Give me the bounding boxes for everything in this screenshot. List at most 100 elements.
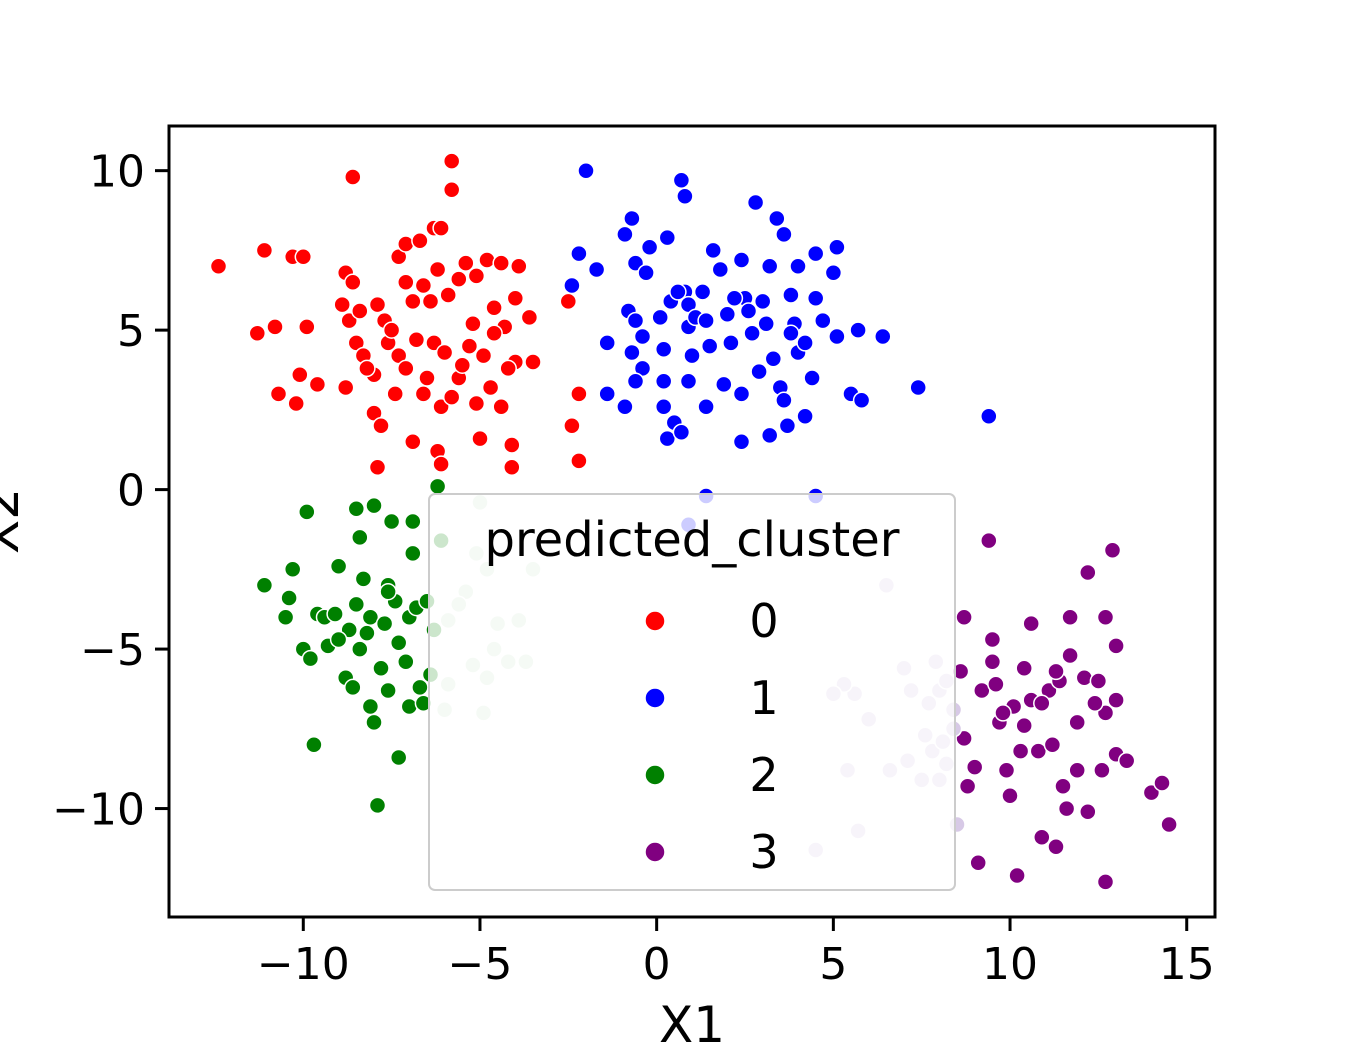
- data-point: [329, 630, 348, 649]
- data-point: [365, 496, 383, 515]
- data-point: [524, 353, 542, 371]
- x-tick-label: 15: [1159, 939, 1215, 990]
- data-point: [743, 324, 761, 343]
- legend-label: 1: [749, 671, 778, 725]
- data-point: [442, 181, 461, 199]
- data-point: [485, 324, 503, 343]
- y-axis-label: X2: [0, 488, 30, 554]
- data-point: [626, 311, 645, 330]
- data-point: [291, 366, 309, 384]
- data-point: [382, 512, 401, 531]
- data-point: [1075, 669, 1094, 687]
- data-point: [587, 260, 606, 279]
- data-point: [775, 225, 793, 244]
- data-point: [715, 375, 733, 394]
- y-tick-label: 10: [89, 147, 145, 198]
- data-point: [411, 678, 429, 697]
- data-point: [704, 241, 722, 260]
- data-point: [1096, 873, 1115, 891]
- data-point: [351, 302, 369, 320]
- data-point: [654, 397, 673, 416]
- data-point: [1107, 691, 1125, 709]
- data-point: [464, 315, 482, 333]
- data-point: [344, 168, 362, 186]
- data-point: [778, 417, 797, 435]
- data-point: [796, 407, 814, 425]
- y-axis-ticks: −10 −5 0 5 10: [52, 147, 169, 836]
- data-point: [1103, 541, 1122, 559]
- data-point: [382, 321, 401, 339]
- data-point: [570, 244, 588, 263]
- data-point: [397, 235, 415, 253]
- legend-box: [428, 493, 956, 891]
- y-tick-label: 0: [117, 466, 145, 517]
- data-point: [365, 713, 383, 732]
- data-point: [397, 273, 415, 292]
- data-point: [368, 295, 387, 314]
- data-point: [651, 308, 669, 327]
- data-point: [404, 544, 422, 563]
- data-point: [354, 570, 373, 588]
- data-point: [1043, 736, 1062, 754]
- data-point: [432, 455, 450, 473]
- data-point: [757, 315, 775, 333]
- data-point: [467, 394, 486, 413]
- data-point: [760, 257, 779, 276]
- data-point: [1015, 716, 1033, 735]
- data-point: [980, 531, 998, 550]
- data-point: [725, 289, 744, 307]
- data-point: [718, 305, 737, 323]
- data-point: [379, 582, 397, 601]
- data-point: [421, 292, 440, 311]
- data-point: [753, 292, 772, 311]
- data-point: [1096, 608, 1115, 626]
- data-point: [806, 244, 825, 263]
- data-point: [828, 238, 846, 256]
- data-point: [361, 697, 380, 716]
- data-point: [980, 407, 998, 425]
- data-point: [404, 292, 422, 311]
- data-point: [372, 659, 390, 677]
- data-point: [658, 228, 677, 247]
- data-point: [623, 209, 641, 228]
- data-point: [559, 292, 578, 311]
- points-layer: [209, 152, 1178, 891]
- data-point: [344, 273, 362, 292]
- data-point: [375, 614, 394, 633]
- data-point: [283, 560, 302, 579]
- x-axis-label: X1: [659, 996, 725, 1050]
- data-point: [672, 423, 691, 441]
- data-point: [824, 263, 843, 282]
- data-point: [407, 330, 426, 349]
- x-tick-label: 10: [982, 939, 1038, 990]
- data-point: [1153, 774, 1171, 792]
- data-point: [672, 171, 691, 189]
- data-point: [1068, 761, 1086, 780]
- data-point: [1061, 608, 1079, 626]
- data-point: [732, 433, 751, 451]
- data-point: [828, 327, 846, 346]
- legend-marker: [644, 764, 666, 786]
- data-point: [411, 232, 429, 250]
- data-point: [414, 385, 433, 403]
- data-point: [329, 557, 348, 575]
- data-point: [1079, 802, 1097, 821]
- data-point: [796, 334, 814, 352]
- data-point: [467, 267, 486, 285]
- data-point: [654, 372, 673, 390]
- data-point: [1015, 659, 1033, 677]
- data-point: [471, 429, 489, 448]
- data-point: [764, 350, 783, 368]
- data-point: [983, 653, 1002, 671]
- data-point: [418, 369, 436, 387]
- data-point: [697, 397, 715, 416]
- data-point: [1117, 751, 1136, 770]
- data-point: [457, 254, 475, 272]
- data-point: [633, 327, 652, 346]
- data-point: [852, 391, 871, 410]
- data-point: [276, 608, 295, 626]
- data-point: [397, 653, 415, 671]
- data-point: [478, 251, 496, 269]
- data-point: [1061, 646, 1079, 665]
